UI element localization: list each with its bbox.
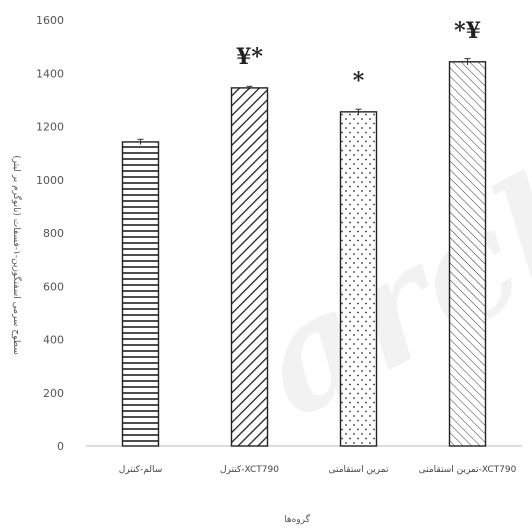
x-tick-label: سالم-کنترل <box>119 465 162 475</box>
y-tick-label: 400 <box>43 334 64 347</box>
significance-marker: * <box>353 68 365 94</box>
bar <box>339 111 378 447</box>
y-tick-label: 0 <box>57 440 64 453</box>
x-tick-label: کنترل-XCT790 <box>220 465 279 475</box>
bar <box>230 87 269 447</box>
y-tick-label: 200 <box>43 387 64 400</box>
bar <box>448 61 487 447</box>
y-tick-label: 1600 <box>36 14 64 27</box>
y-tick-label: 800 <box>43 227 64 240</box>
y-tick-label: 1200 <box>36 121 64 134</box>
y-tick-label: 1000 <box>36 174 64 187</box>
y-tick-label: 1400 <box>36 67 64 80</box>
y-axis-label: سطوح سرمی اسفنگوزین-۱-فسفات (نانوگرم بر … <box>11 155 23 354</box>
significance-marker: ¥* <box>236 44 263 70</box>
x-axis-label: گروه‌ها <box>284 513 311 525</box>
watermark: archi <box>229 93 532 452</box>
significance-marker: *¥ <box>454 18 481 44</box>
bars-group: ¥* * *¥ <box>121 18 487 447</box>
x-axis-categories: سالم-کنترل کنترل-XCT790 تمرین استقامتی تمری… <box>119 465 517 475</box>
y-axis-ticks: 0 200 400 600 800 1000 1200 1400 1600 <box>36 14 64 453</box>
bar <box>121 141 160 447</box>
y-tick-label: 600 <box>43 280 64 293</box>
x-tick-label: تمرین استقامتی <box>329 465 389 475</box>
x-tick-label: تمرین استقامتی-XCT790 <box>419 465 517 475</box>
